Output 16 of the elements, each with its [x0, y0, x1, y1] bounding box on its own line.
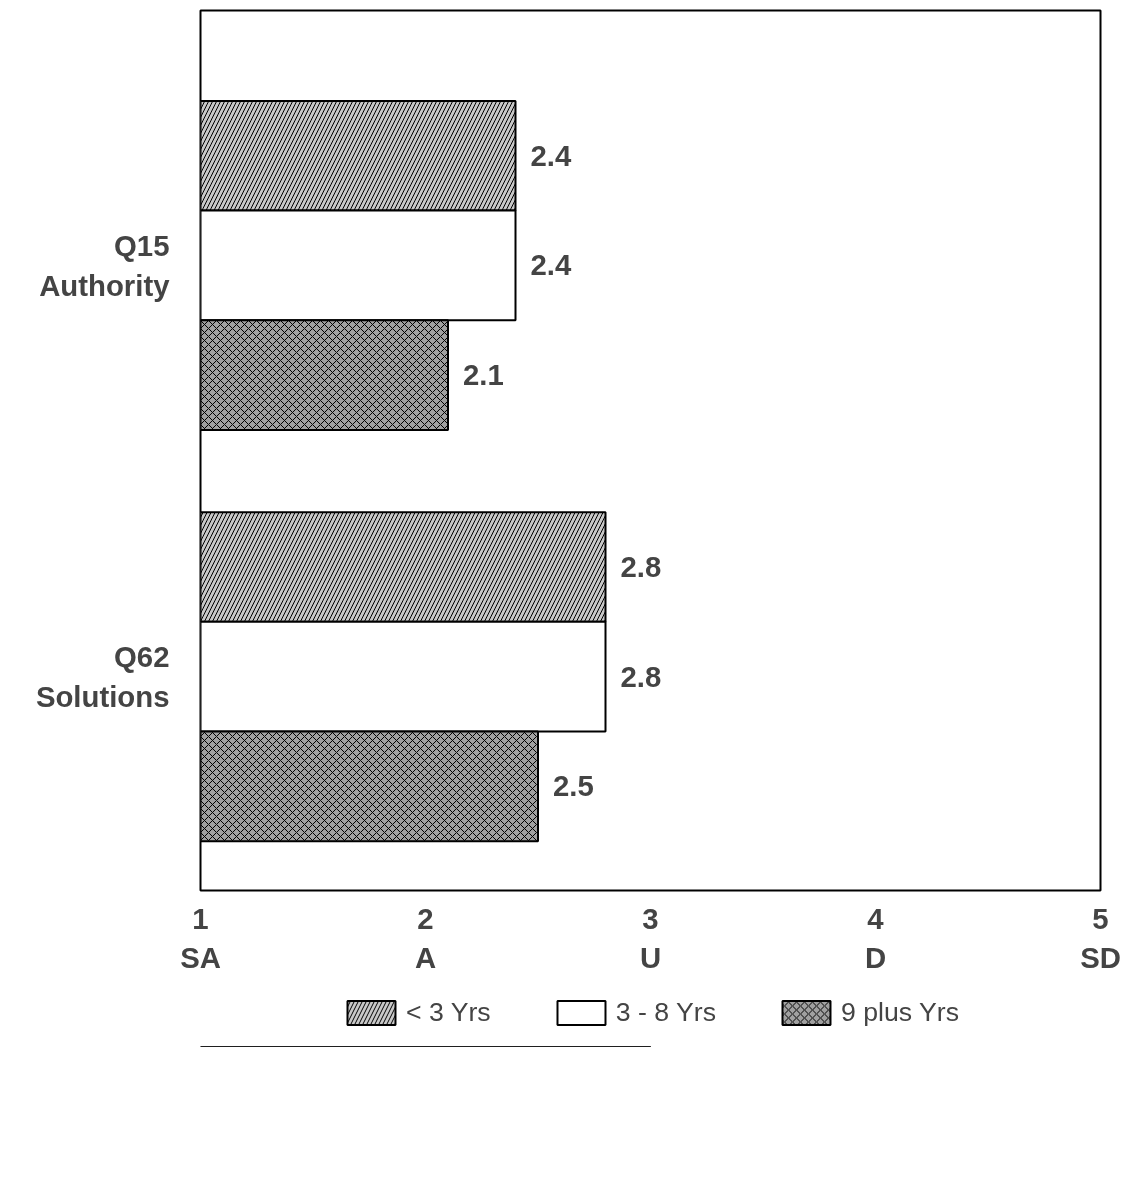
y-tick-label: Q62 Solutions: [35, 640, 170, 713]
data-label: 2.8: [620, 659, 662, 693]
data-label: 2.5: [553, 769, 594, 803]
y-tick-label: Q15 Authority: [39, 229, 171, 302]
x-tick-label: 5 SD: [1080, 901, 1121, 975]
legend-label: < 3 Yrs: [405, 996, 491, 1028]
legend-label: 3 - 8 Yrs: [615, 996, 716, 1028]
x-tick-label: 1 SA: [180, 901, 221, 975]
x-tick-label: 4 D: [864, 901, 887, 975]
data-label: 2.4: [530, 248, 572, 282]
legend-label: 9 plus Yrs: [840, 996, 960, 1028]
data-label: 2.1: [463, 358, 504, 392]
x-tick-label: 3 U: [639, 901, 662, 975]
x-tick-label: 2 A: [414, 901, 437, 975]
data-label: 2.8: [620, 550, 662, 584]
data-label: 2.4: [530, 138, 572, 172]
